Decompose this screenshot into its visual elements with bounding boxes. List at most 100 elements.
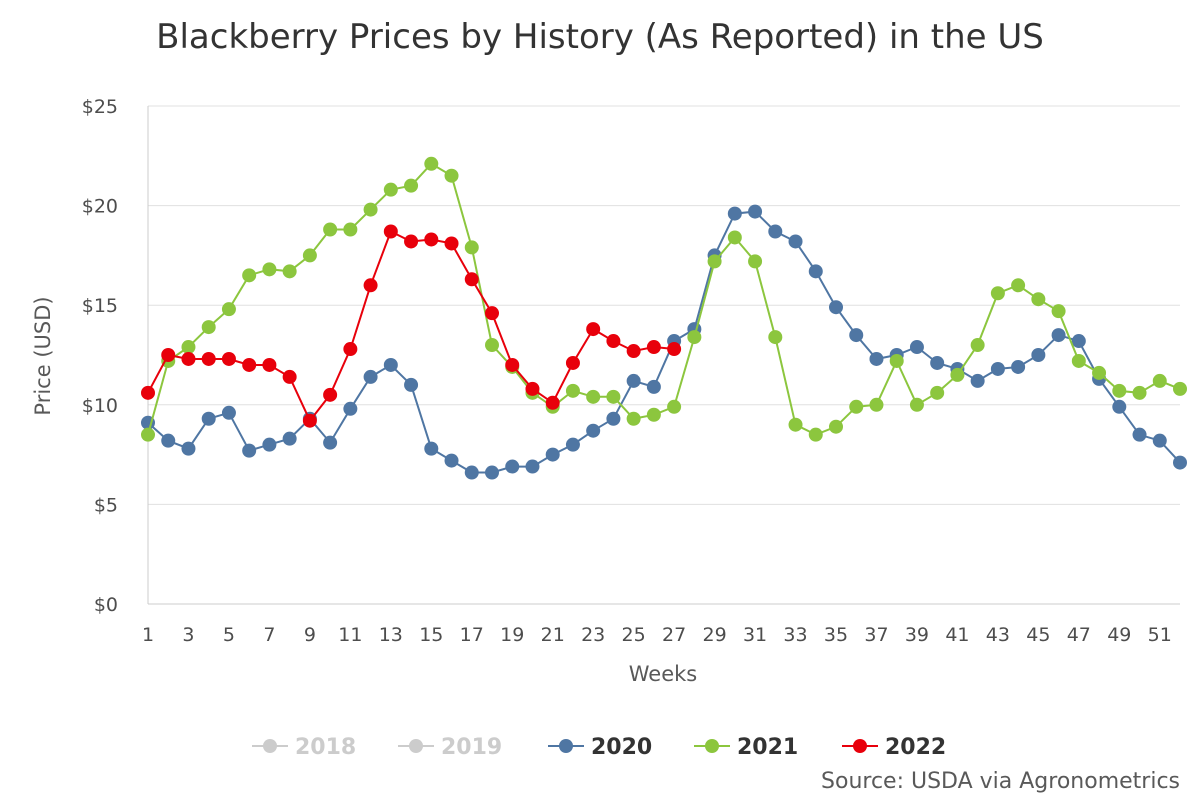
- data-point-2022[interactable]: [606, 334, 621, 349]
- legend-item-2020[interactable]: 2020: [548, 735, 652, 760]
- data-point-2021[interactable]: [748, 254, 763, 269]
- data-point-2020[interactable]: [1051, 328, 1066, 343]
- data-point-2022[interactable]: [646, 340, 661, 355]
- data-point-2021[interactable]: [302, 248, 317, 263]
- data-point-2022[interactable]: [444, 236, 459, 251]
- data-point-2020[interactable]: [869, 351, 884, 366]
- data-point-2021[interactable]: [667, 399, 682, 414]
- data-point-2020[interactable]: [363, 369, 378, 384]
- data-point-2020[interactable]: [606, 411, 621, 426]
- data-point-2022[interactable]: [464, 272, 479, 287]
- data-point-2022[interactable]: [485, 306, 499, 321]
- data-point-2020[interactable]: [646, 379, 661, 394]
- data-point-2020[interactable]: [909, 340, 924, 355]
- data-point-2021[interactable]: [646, 407, 661, 422]
- legend-item-2019[interactable]: 2019: [398, 735, 502, 760]
- data-point-2020[interactable]: [161, 433, 176, 448]
- data-point-2021[interactable]: [242, 268, 257, 283]
- data-point-2021[interactable]: [1132, 385, 1147, 400]
- data-point-2022[interactable]: [505, 357, 520, 372]
- data-point-2022[interactable]: [323, 387, 338, 402]
- data-point-2020[interactable]: [768, 224, 783, 239]
- data-point-2022[interactable]: [141, 385, 155, 400]
- data-point-2022[interactable]: [626, 344, 641, 359]
- data-point-2022[interactable]: [525, 381, 540, 396]
- data-point-2020[interactable]: [748, 204, 763, 219]
- data-point-2020[interactable]: [1112, 399, 1127, 414]
- data-point-2021[interactable]: [909, 397, 924, 412]
- data-point-2020[interactable]: [221, 405, 236, 420]
- data-point-2021[interactable]: [727, 230, 742, 245]
- data-point-2021[interactable]: [1071, 353, 1086, 368]
- data-point-2020[interactable]: [181, 441, 196, 456]
- data-point-2020[interactable]: [525, 459, 540, 474]
- data-point-2022[interactable]: [161, 348, 176, 362]
- data-point-2021[interactable]: [788, 417, 803, 432]
- data-point-2020[interactable]: [464, 465, 479, 480]
- data-point-2021[interactable]: [970, 338, 985, 353]
- data-point-2020[interactable]: [1173, 455, 1187, 470]
- data-point-2021[interactable]: [626, 411, 641, 426]
- data-point-2022[interactable]: [343, 342, 358, 357]
- data-point-2020[interactable]: [1132, 427, 1147, 442]
- data-point-2021[interactable]: [282, 264, 297, 279]
- data-point-2020[interactable]: [323, 435, 338, 450]
- data-point-2020[interactable]: [262, 437, 277, 452]
- data-point-2021[interactable]: [768, 330, 783, 345]
- data-point-2021[interactable]: [383, 182, 398, 197]
- data-point-2020[interactable]: [404, 377, 419, 392]
- data-point-2020[interactable]: [565, 437, 580, 452]
- legend-item-2022[interactable]: 2022: [842, 735, 946, 760]
- data-point-2020[interactable]: [242, 443, 257, 458]
- data-point-2021[interactable]: [829, 419, 843, 434]
- data-point-2020[interactable]: [343, 401, 358, 416]
- data-point-2020[interactable]: [930, 355, 945, 370]
- data-point-2022[interactable]: [262, 357, 277, 372]
- data-point-2021[interactable]: [707, 254, 722, 269]
- data-point-2021[interactable]: [221, 302, 236, 317]
- data-point-2021[interactable]: [323, 222, 338, 237]
- data-point-2020[interactable]: [808, 264, 823, 279]
- data-point-2020[interactable]: [505, 459, 520, 474]
- data-point-2022[interactable]: [242, 357, 257, 372]
- data-point-2021[interactable]: [404, 178, 419, 193]
- data-point-2020[interactable]: [201, 411, 216, 426]
- data-point-2020[interactable]: [545, 447, 560, 462]
- data-point-2022[interactable]: [302, 413, 317, 428]
- data-point-2022[interactable]: [404, 234, 419, 249]
- data-point-2021[interactable]: [343, 222, 358, 237]
- data-point-2021[interactable]: [1031, 292, 1046, 307]
- data-point-2022[interactable]: [545, 395, 560, 410]
- data-point-2020[interactable]: [788, 234, 803, 249]
- data-point-2020[interactable]: [727, 206, 742, 221]
- data-point-2020[interactable]: [1031, 348, 1046, 362]
- data-point-2022[interactable]: [363, 278, 378, 293]
- legend-item-2021[interactable]: 2021: [694, 735, 798, 760]
- data-point-2020[interactable]: [383, 357, 398, 372]
- data-point-2020[interactable]: [282, 431, 297, 446]
- data-point-2021[interactable]: [687, 330, 702, 345]
- data-point-2021[interactable]: [181, 340, 196, 355]
- data-point-2021[interactable]: [424, 156, 439, 171]
- data-point-2022[interactable]: [565, 355, 580, 370]
- data-point-2020[interactable]: [970, 373, 985, 388]
- legend-item-2018[interactable]: 2018: [252, 735, 356, 760]
- data-point-2021[interactable]: [990, 286, 1005, 301]
- data-point-2021[interactable]: [565, 383, 580, 398]
- data-point-2021[interactable]: [201, 320, 216, 335]
- data-point-2021[interactable]: [262, 262, 277, 277]
- data-point-2021[interactable]: [464, 240, 479, 255]
- data-point-2021[interactable]: [444, 168, 459, 183]
- data-point-2020[interactable]: [626, 373, 641, 388]
- data-point-2020[interactable]: [1011, 359, 1026, 374]
- data-point-2020[interactable]: [829, 300, 843, 315]
- data-point-2021[interactable]: [485, 338, 499, 353]
- data-point-2020[interactable]: [424, 441, 439, 456]
- data-point-2022[interactable]: [181, 351, 196, 366]
- data-point-2020[interactable]: [586, 423, 601, 438]
- data-point-2020[interactable]: [444, 453, 459, 468]
- data-point-2022[interactable]: [201, 351, 216, 366]
- data-point-2022[interactable]: [221, 351, 236, 366]
- data-point-2022[interactable]: [383, 224, 398, 239]
- data-point-2020[interactable]: [849, 328, 864, 343]
